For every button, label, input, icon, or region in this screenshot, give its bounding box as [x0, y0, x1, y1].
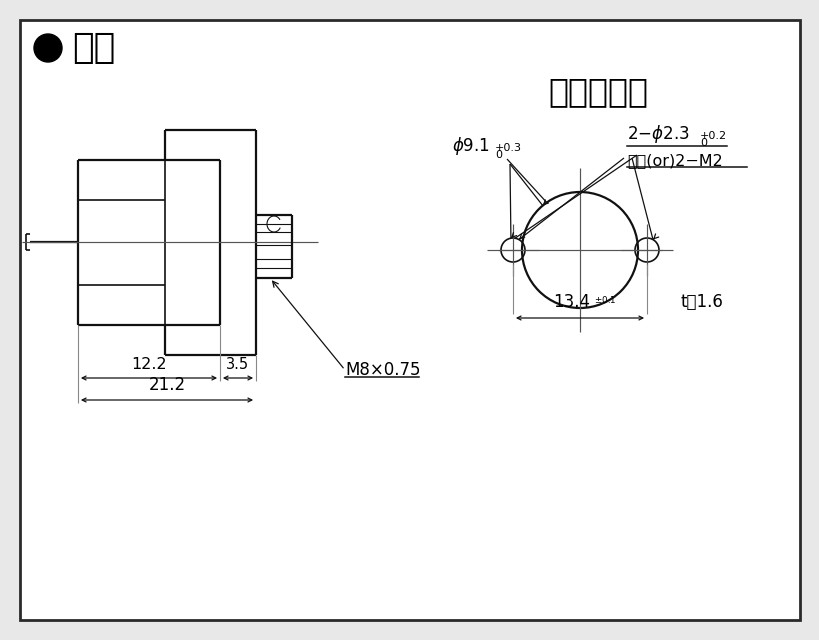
Text: 0: 0: [699, 138, 706, 148]
Text: $\phi$9.1: $\phi$9.1: [451, 135, 490, 157]
Text: 3.5: 3.5: [226, 357, 249, 372]
Text: +0.2: +0.2: [699, 131, 726, 141]
FancyBboxPatch shape: [20, 20, 799, 620]
Text: 取付穴寸法: 取付穴寸法: [547, 76, 647, 109]
Text: 2$-\phi$2.3: 2$-\phi$2.3: [627, 123, 689, 145]
Circle shape: [34, 34, 62, 62]
Text: 12.2: 12.2: [131, 357, 166, 372]
Text: 21.2: 21.2: [148, 376, 185, 394]
Text: 13.4: 13.4: [553, 293, 590, 311]
Text: 0: 0: [495, 150, 501, 160]
Text: 寸法: 寸法: [72, 31, 115, 65]
Text: $^{\pm0.1}$: $^{\pm0.1}$: [593, 296, 616, 309]
Text: 又は(or)2−M2: 又は(or)2−M2: [627, 153, 722, 168]
Text: t＝1.6: t＝1.6: [680, 293, 723, 311]
Text: M8×0.75: M8×0.75: [345, 361, 420, 379]
Text: +0.3: +0.3: [495, 143, 522, 153]
